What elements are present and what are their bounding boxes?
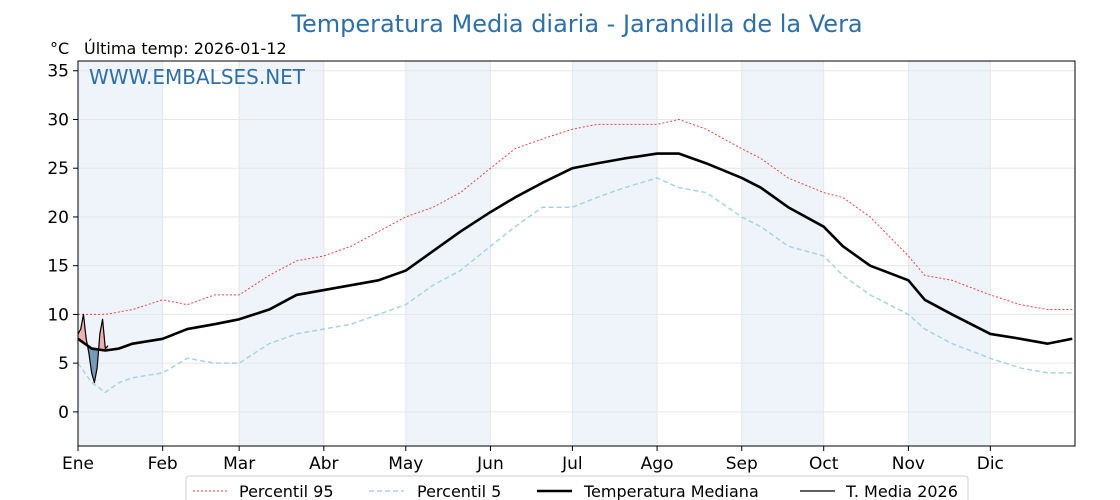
x-tick-label-oct: Oct [809, 454, 839, 474]
chart-title: Temperatura Media diaria - Jarandilla de… [290, 10, 862, 38]
series-line-temperatura-mediana [77, 152, 1073, 352]
x-tick-label-mar: Mar [223, 454, 255, 474]
plot-frame [77, 60, 1076, 447]
x-tick-label-abr: Abr [309, 454, 338, 474]
unit-label: °C [50, 39, 69, 58]
y-tick-label-15: 15 [47, 257, 69, 277]
series-line-percentil-95 [78, 118, 1073, 315]
month-bands [78, 61, 991, 446]
fill-segment-1 [80, 314, 84, 343]
month-band-2 [405, 61, 491, 446]
last-temp-label: Última temp: 2026-01-12 [84, 39, 287, 58]
fill-segment-8 [99, 319, 103, 351]
y-tick-label-25: 25 [47, 159, 69, 179]
y-tick-label-10: 10 [47, 305, 69, 325]
legend: Percentil 95 Percentil 5 Temperatura Med… [185, 475, 969, 500]
fill-segment-0 [78, 329, 81, 341]
y-axis: 0 5 10 15 20 25 30 35 [47, 62, 78, 423]
y-tick-label-20: 20 [47, 208, 69, 228]
legend-label-media-2026: T. Media 2026 [845, 482, 958, 500]
month-band-5 [908, 61, 991, 446]
x-tick-label-nov: Nov [892, 454, 925, 474]
watermark: WWW.EMBALSES.NET [89, 65, 306, 89]
legend-label-percentil-95: Percentil 95 [239, 482, 334, 500]
legend-label-percentil-5: Percentil 5 [417, 482, 501, 500]
series-line-percentil-5 [77, 177, 1073, 394]
month-band-4 [741, 61, 824, 446]
legend-box [185, 475, 969, 500]
legend-label-mediana: Temperatura Mediana [583, 482, 759, 500]
x-axis: Ene Feb Mar Abr May Jun Jul Ago Sep Oct Nov Dic [62, 446, 1004, 474]
y-tick-label-30: 30 [47, 110, 69, 130]
x-tick-label-dic: Dic [977, 454, 1004, 474]
x-tick-label-sep: Sep [726, 454, 758, 474]
x-tick-label-may: May [388, 454, 423, 474]
y-tick-label-5: 5 [58, 354, 69, 374]
y-tick-label-35: 35 [47, 62, 69, 82]
month-band-1 [239, 61, 324, 446]
x-tick-label-ago: Ago [641, 454, 674, 474]
x-tick-label-jul: Jul [561, 454, 583, 474]
month-band-3 [572, 61, 658, 446]
fill-segment-6 [94, 348, 98, 383]
month-band-0 [78, 61, 163, 446]
x-tick-label-jun: Jun [476, 454, 504, 474]
x-tick-label-ene: Ene [62, 454, 94, 474]
grid-lines [77, 61, 1075, 446]
series-line-t-media-2026 [77, 313, 109, 384]
series-lines [77, 118, 1073, 394]
x-tick-label-feb: Feb [148, 454, 178, 474]
y-tick-label-0: 0 [58, 403, 69, 423]
